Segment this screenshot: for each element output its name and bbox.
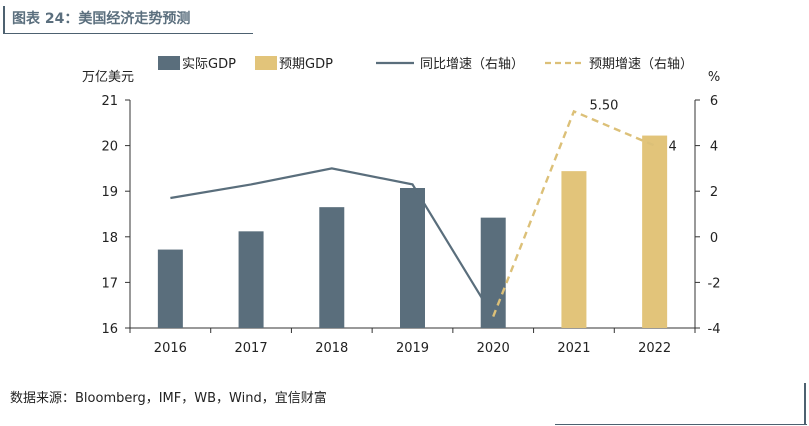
left-tick-label: 21 xyxy=(101,94,118,109)
left-tick-label: 16 xyxy=(101,322,118,337)
left-tick-label: 17 xyxy=(101,276,118,291)
right-tick-label: -4 xyxy=(708,322,721,337)
title-underline xyxy=(3,33,253,34)
legend-swatch xyxy=(255,56,277,70)
legend-swatch xyxy=(158,56,180,70)
data-label: 5.50 xyxy=(589,98,618,113)
x-tick-label: 2021 xyxy=(557,341,590,356)
x-tick-label: 2018 xyxy=(315,341,348,356)
x-tick-label: 2020 xyxy=(477,341,510,356)
right-tick-label: 4 xyxy=(710,140,718,155)
forecast-gdp-bar xyxy=(561,171,587,328)
x-tick-label: 2022 xyxy=(638,341,671,356)
left-axis-unit: 万亿美元 xyxy=(82,70,134,85)
legend-label: 预期增速（右轴） xyxy=(589,57,693,72)
legend-label: 实际GDP xyxy=(182,57,236,72)
actual-gdp-bar xyxy=(319,207,345,328)
footer-underline xyxy=(555,424,807,425)
right-tick-label: -2 xyxy=(708,276,721,291)
right-tick-label: 0 xyxy=(710,231,718,246)
forecast-growth-line xyxy=(492,109,656,318)
x-tick-label: 2019 xyxy=(396,341,429,356)
actual-gdp-bar xyxy=(157,249,183,328)
legend-label: 同比增速（右轴） xyxy=(420,57,524,72)
actual-gdp-bar xyxy=(400,188,425,328)
actual-gdp-bar xyxy=(238,231,264,328)
legend-label: 预期GDP xyxy=(279,57,333,72)
forecast-gdp-bar xyxy=(642,135,668,328)
growth-line xyxy=(170,167,495,318)
right-tick-label: 6 xyxy=(710,94,718,109)
right-axis-unit: % xyxy=(708,70,720,85)
left-tick-label: 20 xyxy=(101,140,118,155)
actual-gdp-bar xyxy=(480,217,506,328)
page-title: 图表 24：美国经济走势预测 xyxy=(12,11,191,27)
data-source: 数据来源：Bloomberg，IMF，WB，Wind，宜信财富 xyxy=(10,391,327,406)
x-tick-label: 2016 xyxy=(154,341,187,356)
data-label: 4 xyxy=(669,140,677,155)
footer-accent-rule xyxy=(804,383,806,425)
left-tick-label: 18 xyxy=(101,231,118,246)
title-accent-rule xyxy=(3,6,5,34)
x-tick-label: 2017 xyxy=(235,341,268,356)
right-tick-label: 2 xyxy=(710,185,718,200)
left-tick-label: 19 xyxy=(101,185,118,200)
